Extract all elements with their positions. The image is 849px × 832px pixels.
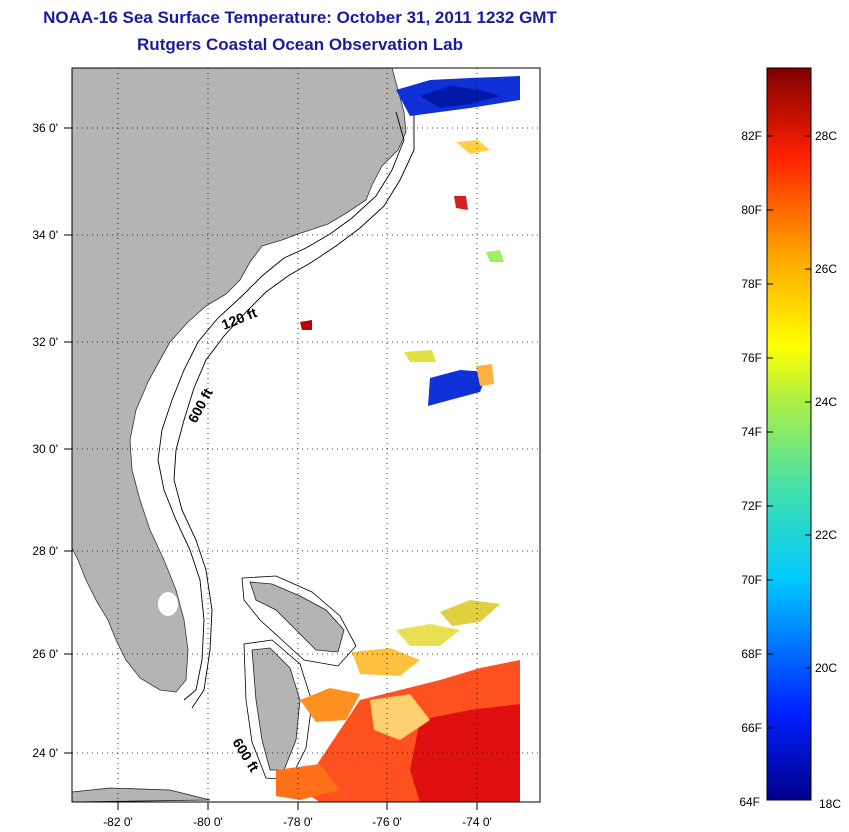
map-frame bbox=[71, 67, 541, 803]
lat-labels: 36 0' 34 0' 32 0' 30 0' 28 0' 26 0' 24 0… bbox=[32, 121, 58, 760]
contour-120ft bbox=[157, 111, 405, 701]
lat-label-34: 34 0' bbox=[32, 228, 58, 242]
contour-bahamas bbox=[241, 575, 357, 667]
map-title: NOAA-16 Sea Surface Temperature: October… bbox=[43, 8, 557, 27]
land-andros bbox=[251, 647, 301, 771]
cb-c-22: 22C bbox=[815, 528, 837, 542]
cb-f-68: 68F bbox=[741, 647, 762, 661]
lon-label-76: -76 0' bbox=[372, 815, 402, 829]
lon-label-74: -74 0' bbox=[462, 815, 492, 829]
lake-okeechobee bbox=[158, 592, 178, 616]
lat-label-36: 36 0' bbox=[32, 121, 58, 135]
lat-label-28: 28 0' bbox=[32, 544, 58, 558]
cb-f-72: 72F bbox=[741, 499, 762, 513]
lon-label-82: -82 0' bbox=[103, 815, 133, 829]
lat-label-24: 24 0' bbox=[32, 746, 58, 760]
lon-label-78: -78 0' bbox=[283, 815, 313, 829]
cb-f-64: 64F bbox=[739, 795, 760, 809]
cb-f-82: 82F bbox=[741, 129, 762, 143]
axis-ticks bbox=[64, 127, 478, 810]
sst-data-layer bbox=[276, 76, 520, 802]
colorbar-f-ticks bbox=[767, 135, 811, 729]
cb-c-28: 28C bbox=[815, 129, 837, 143]
lat-label-30: 30 0' bbox=[32, 442, 58, 456]
land-cuba bbox=[72, 787, 211, 802]
cb-c-18: 18C bbox=[819, 797, 841, 811]
cb-f-80: 80F bbox=[741, 203, 762, 217]
map-subtitle: Rutgers Coastal Ocean Observation Lab bbox=[137, 35, 463, 54]
colorbar-c-labels: 28C 26C 24C 22C 20C 18C bbox=[815, 129, 841, 811]
lon-label-80: -80 0' bbox=[193, 815, 223, 829]
cb-f-76: 76F bbox=[741, 351, 762, 365]
land-bahamas bbox=[249, 581, 345, 653]
cb-c-24: 24C bbox=[815, 395, 837, 409]
lon-labels: -82 0' -80 0' -78 0' -76 0' -74 0' bbox=[103, 815, 492, 829]
cb-c-26: 26C bbox=[815, 262, 837, 276]
land-mainland bbox=[72, 68, 407, 693]
cb-f-70: 70F bbox=[741, 573, 762, 587]
cb-f-74: 74F bbox=[741, 425, 762, 439]
cb-f-78: 78F bbox=[741, 277, 762, 291]
cb-f-66: 66F bbox=[741, 721, 762, 735]
cb-c-20: 20C bbox=[815, 661, 837, 675]
colorbar-f-labels: 82F 80F 78F 76F 74F 72F 70F 68F 66F 64F bbox=[739, 129, 762, 809]
lat-label-32: 32 0' bbox=[32, 335, 58, 349]
lat-label-26: 26 0' bbox=[32, 647, 58, 661]
grid bbox=[72, 68, 540, 802]
colorbar bbox=[766, 67, 812, 801]
